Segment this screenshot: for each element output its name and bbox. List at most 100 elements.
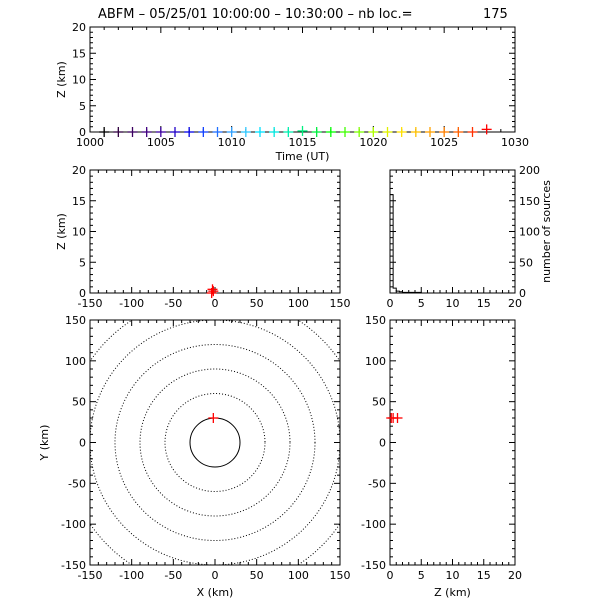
y-axis-title: number of sources	[540, 180, 553, 283]
x-tick-label: -150	[78, 569, 103, 582]
x-tick-label: -100	[119, 569, 144, 582]
range-ring	[90, 320, 340, 565]
x-tick-label: 1000	[76, 136, 104, 149]
source-point	[325, 127, 336, 137]
source-point	[198, 127, 209, 137]
y-tick-label: 20	[72, 164, 86, 177]
y-tick-label: 150	[365, 314, 386, 327]
source-point	[184, 127, 195, 137]
source-point	[481, 124, 492, 135]
y-tick-label: 20	[72, 21, 86, 34]
plot-frame	[89, 169, 341, 294]
y-tick-label: 10	[72, 74, 86, 87]
y-tick-label: 100	[65, 355, 86, 368]
y-tick-label: 150	[65, 314, 86, 327]
x-tick-label: 0	[212, 569, 219, 582]
x-tick-label: 0	[387, 297, 394, 310]
plot-frame	[89, 319, 341, 566]
plot-frame	[89, 26, 516, 133]
y-tick-label: 50	[72, 396, 86, 409]
source-point	[207, 284, 218, 295]
y-tick-label: 0	[79, 126, 86, 139]
y-tick-label: -50	[368, 477, 386, 490]
x-tick-label: 10	[446, 297, 460, 310]
x-tick-label: 1015	[289, 136, 317, 149]
range-ring	[164, 393, 266, 492]
x-tick-label: 15	[477, 569, 491, 582]
source-point	[240, 127, 251, 137]
x-tick-label: 1020	[359, 136, 387, 149]
y-tick-label: 0	[79, 437, 86, 450]
x-tick-label: 0	[212, 297, 219, 310]
x-tick-label: 1010	[218, 136, 246, 149]
y-tick-label: -150	[361, 559, 386, 572]
x-tick-label: 0	[387, 569, 394, 582]
y-axis-title: Y (km)	[38, 425, 51, 462]
source-point	[226, 127, 237, 137]
panel-z-y: 0 5 10 15 20 -150 -100 -50 0 50 100 150 Z (km)	[361, 314, 522, 599]
x-axis-title: Z (km)	[434, 586, 471, 599]
x-tick-label: 1025	[430, 136, 458, 149]
x-tick-label: 10	[446, 569, 460, 582]
source-point	[255, 127, 265, 137]
y-tick-label: 15	[72, 195, 86, 208]
source-point	[410, 127, 421, 137]
x-tick-label: 1030	[501, 136, 529, 149]
y-tick-label: -100	[361, 518, 386, 531]
source-point	[99, 127, 110, 137]
x-tick-label: 5	[418, 569, 425, 582]
x-tick-label: 5	[418, 297, 425, 310]
range-ring	[139, 368, 291, 517]
x-tick-label: -100	[119, 297, 144, 310]
source-point	[212, 127, 223, 137]
source-point	[467, 127, 478, 137]
source-point	[269, 127, 280, 137]
x-axis-title: X (km)	[197, 586, 234, 599]
y-tick-label: -50	[68, 477, 86, 490]
panel-x-y: -150 -100 -50 0 50 100 150 -150 -100 -50 0 50 100 150…	[38, 314, 351, 599]
source-point	[141, 127, 152, 137]
x-tick-label: 100	[288, 297, 309, 310]
source-point	[453, 127, 464, 137]
source-point	[340, 127, 350, 137]
source-point	[155, 127, 166, 137]
x-tick-label: -50	[164, 297, 182, 310]
source-point	[208, 413, 219, 423]
y-tick-label: 100	[519, 226, 540, 239]
range-rings	[90, 320, 340, 565]
source-point	[311, 127, 322, 137]
y-axis-title: Z (km)	[55, 61, 68, 98]
plot-frame	[389, 319, 516, 566]
source-point	[439, 127, 450, 137]
y-tick-label: 200	[519, 164, 540, 177]
source-point	[396, 127, 407, 137]
y-tick-label: 0	[79, 287, 86, 300]
x-axis-title: Time (UT)	[275, 150, 330, 163]
x-tick-label: 20	[508, 569, 522, 582]
y-tick-label: 5	[79, 100, 86, 113]
x-tick-label: 20	[508, 297, 522, 310]
y-tick-label: 15	[72, 47, 86, 60]
range-ring	[114, 344, 316, 541]
x-tick-label: 100	[288, 569, 309, 582]
source-point	[368, 127, 379, 137]
source-point	[283, 127, 294, 137]
location-count: 175	[483, 7, 508, 22]
panel-time-height: 1000 1005 1010 1015 1020 1025 103005101520Time…	[55, 21, 529, 163]
y-tick-label: -150	[61, 559, 86, 572]
y-tick-label: -100	[61, 518, 86, 531]
x-tick-label: 1005	[147, 136, 175, 149]
x-tick-label: -50	[164, 569, 182, 582]
source-point	[297, 125, 308, 136]
source-point	[127, 127, 138, 137]
panel-x-z: -150 -100 -50 0 50 100 150 0 5 10 15 20 Z (km)	[55, 164, 351, 310]
x-tick-label: -150	[78, 297, 103, 310]
y-tick-label: 0	[519, 287, 526, 300]
x-tick-label: 150	[330, 297, 351, 310]
y-tick-label: 150	[519, 195, 540, 208]
y-tick-label: 50	[372, 396, 386, 409]
source-point	[113, 127, 124, 137]
source-point	[354, 127, 365, 137]
y-tick-label: 50	[519, 256, 533, 269]
